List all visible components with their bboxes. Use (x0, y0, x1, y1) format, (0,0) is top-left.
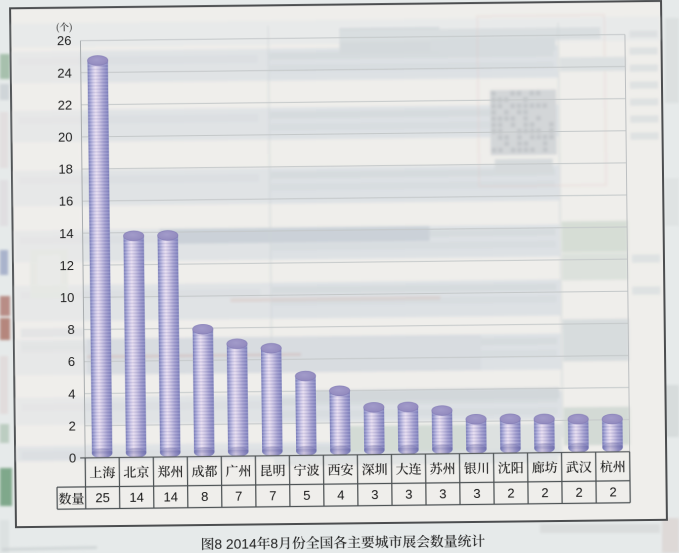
svg-text:24: 24 (57, 65, 72, 80)
svg-text:3: 3 (439, 486, 446, 501)
svg-text:3: 3 (405, 487, 412, 502)
svg-text:4: 4 (68, 386, 75, 401)
svg-text:8: 8 (270, 536, 278, 551)
svg-text:8 2014: 8 2014 (214, 536, 257, 551)
svg-text:7: 7 (269, 488, 276, 503)
svg-text:16: 16 (59, 194, 74, 209)
svg-text:2: 2 (609, 484, 616, 499)
svg-text:18: 18 (58, 162, 73, 177)
svg-text:10: 10 (60, 290, 75, 305)
svg-text:0: 0 (69, 450, 76, 465)
svg-text:6: 6 (68, 354, 75, 369)
svg-text:3: 3 (473, 486, 480, 501)
svg-text:25: 25 (95, 490, 110, 505)
svg-text:2: 2 (575, 485, 582, 500)
svg-text:3: 3 (371, 487, 378, 502)
svg-text:5: 5 (303, 488, 310, 503)
svg-text:7: 7 (235, 489, 242, 504)
svg-text:26: 26 (57, 33, 72, 48)
svg-text:14: 14 (59, 226, 74, 241)
svg-text:22: 22 (58, 97, 73, 112)
svg-text:20: 20 (58, 130, 73, 145)
svg-text:2: 2 (507, 486, 514, 501)
svg-text:2: 2 (541, 485, 548, 500)
svg-text:14: 14 (129, 490, 144, 505)
svg-text:12: 12 (59, 258, 74, 273)
svg-text:4: 4 (337, 487, 344, 502)
svg-text:8: 8 (201, 489, 208, 504)
svg-text:8: 8 (67, 322, 74, 337)
svg-text:14: 14 (163, 489, 178, 504)
svg-text:2: 2 (69, 418, 76, 433)
